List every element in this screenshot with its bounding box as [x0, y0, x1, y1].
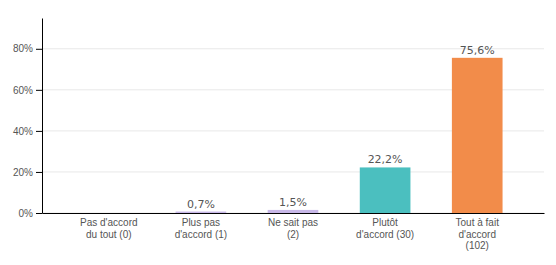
- y-tick: 20%: [13, 167, 42, 178]
- x-tick-label: Tout à faitd'accord(102): [456, 217, 500, 251]
- x-tick-label: Pas d'accorddu tout (0): [80, 217, 138, 240]
- bar: [176, 212, 227, 213]
- x-tick-label-line: (102): [466, 240, 489, 251]
- x-tick-label-line: Tout à fait: [456, 217, 500, 228]
- y-tick: 0%: [19, 208, 42, 219]
- y-tick-label: 40%: [13, 126, 33, 137]
- y-axis-line: [42, 19, 43, 214]
- bar: [360, 167, 411, 213]
- x-tick: Ne sait pas(2): [268, 217, 318, 240]
- x-axis: Pas d'accorddu tout (0)Plus pasd'accord …: [43, 214, 545, 252]
- y-axis: 0% 20% 40% 60% 80%: [13, 19, 43, 219]
- y-tick-mark: [36, 172, 42, 173]
- x-tick-label: Plus pasd'accord (1): [175, 217, 228, 240]
- value-label: 22,2%: [368, 153, 403, 166]
- plot: 0% 20% 40% 60% 80% Pas d'accorddu tout (0) Plu…: [13, 19, 545, 252]
- bar: [83, 213, 134, 214]
- x-tick-label-line: d'accord: [458, 229, 496, 240]
- y-tick: 40%: [13, 126, 42, 137]
- x-tick: Pas d'accorddu tout (0): [80, 217, 138, 240]
- x-tick-label-line: d'accord (1): [175, 229, 228, 240]
- y-tick-label: 0%: [19, 208, 34, 219]
- y-tick-mark: [36, 49, 42, 50]
- bars: [176, 58, 503, 213]
- y-tick-label: 80%: [13, 43, 33, 54]
- x-axis-line: [43, 213, 545, 214]
- y-tick-label: 20%: [13, 167, 33, 178]
- chart: 0% 20% 40% 60% 80% Pas d'accorddu tout (0) Plu…: [0, 0, 556, 265]
- x-tick-label-line: Ne sait pas: [268, 217, 318, 228]
- y-tick-label: 60%: [13, 85, 33, 96]
- y-tick-mark: [36, 90, 42, 91]
- bar: [452, 58, 503, 213]
- y-tick: 80%: [13, 43, 42, 54]
- value-label: 1,5%: [279, 196, 307, 209]
- y-tick-mark: [36, 131, 42, 132]
- value-labels: 0,7% 1,5% 22,2% 75,6%: [187, 44, 495, 211]
- x-tick: Plutôtd'accord (30): [356, 217, 414, 240]
- bar: [268, 210, 319, 213]
- x-tick-label: Ne sait pas(2): [268, 217, 318, 240]
- x-tick-label-line: d'accord (30): [356, 229, 414, 240]
- x-tick-label-line: Pas d'accord: [80, 217, 138, 228]
- x-tick: Tout à faitd'accord(102): [456, 217, 500, 251]
- value-label: 0,7%: [187, 198, 215, 211]
- x-tick-label: Plutôtd'accord (30): [356, 217, 414, 240]
- x-tick-label-line: (2): [287, 229, 299, 240]
- y-tick: 60%: [13, 85, 42, 96]
- grid: [42, 49, 544, 213]
- x-tick-label-line: du tout (0): [86, 229, 132, 240]
- x-tick-label-line: Plus pas: [182, 217, 220, 228]
- value-label: 75,6%: [460, 44, 495, 57]
- x-tick-label-line: Plutôt: [372, 217, 398, 228]
- y-tick-mark: [36, 213, 42, 214]
- x-tick: Plus pasd'accord (1): [175, 217, 228, 240]
